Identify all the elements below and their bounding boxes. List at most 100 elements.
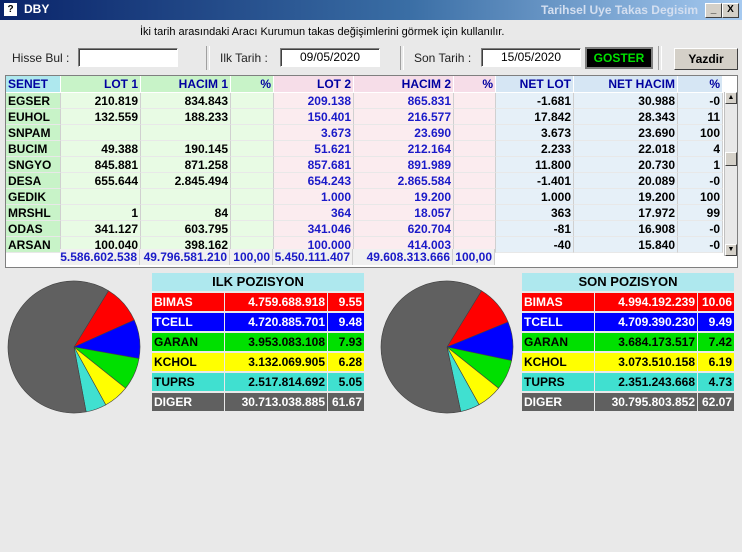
column-header[interactable]: NET LOT	[496, 76, 574, 92]
table-cell[interactable]	[231, 141, 274, 157]
table-cell[interactable]: 4	[678, 141, 723, 157]
column-header[interactable]: HACIM 1	[141, 76, 231, 92]
table-cell[interactable]: 100	[678, 125, 723, 141]
table-cell[interactable]	[231, 221, 274, 237]
vertical-scrollbar[interactable]: ▲ ▼	[724, 92, 737, 256]
table-row-symbol[interactable]: EUHOL	[6, 109, 61, 125]
column-header[interactable]: LOT 2	[274, 76, 354, 92]
table-cell[interactable]: -1.681	[496, 93, 574, 109]
column-header[interactable]: NET HACIM	[574, 76, 678, 92]
table-cell[interactable]: 341.127	[61, 221, 141, 237]
table-cell[interactable]: 655.644	[61, 173, 141, 189]
table-cell[interactable]: -0	[678, 93, 723, 109]
table-cell[interactable]: -1.401	[496, 173, 574, 189]
table-cell[interactable]: 20.089	[574, 173, 678, 189]
table-cell[interactable]: 19.200	[574, 189, 678, 205]
table-cell[interactable]: 190.145	[141, 141, 231, 157]
table-cell[interactable]: 620.704	[354, 221, 454, 237]
table-cell[interactable]: 23.690	[354, 125, 454, 141]
table-cell[interactable]: 363	[496, 205, 574, 221]
table-cell[interactable]	[61, 125, 141, 141]
table-cell[interactable]: 209.138	[274, 93, 354, 109]
table-cell[interactable]	[141, 125, 231, 141]
close-button[interactable]: X	[722, 3, 739, 18]
table-cell[interactable]: 11	[678, 109, 723, 125]
yazdir-button[interactable]: Yazdir	[674, 48, 738, 70]
table-row-symbol[interactable]: DESA	[6, 173, 61, 189]
column-header[interactable]: %	[678, 76, 723, 92]
table-cell[interactable]: 1	[678, 157, 723, 173]
table-cell[interactable]: 210.819	[61, 93, 141, 109]
table-cell[interactable]: 30.988	[574, 93, 678, 109]
table-cell[interactable]: -0	[678, 173, 723, 189]
scroll-thumb[interactable]	[725, 152, 737, 166]
table-cell[interactable]: 341.046	[274, 221, 354, 237]
table-row-symbol[interactable]: SNPAM	[6, 125, 61, 141]
table-row-symbol[interactable]: ODAS	[6, 221, 61, 237]
table-cell[interactable]: 603.795	[141, 221, 231, 237]
table-cell[interactable]: 3.673	[274, 125, 354, 141]
table-cell[interactable]: 1.000	[496, 189, 574, 205]
table-cell[interactable]: -40	[496, 237, 574, 253]
table-cell[interactable]: 99	[678, 205, 723, 221]
table-cell[interactable]: 17.972	[574, 205, 678, 221]
table-cell[interactable]: 51.621	[274, 141, 354, 157]
column-header[interactable]: LOT 1	[61, 76, 141, 92]
takas-table[interactable]: ▲ ▼ SENET LOT 1 HACIM 1% LOT 2 HACIM 2% NET L…	[5, 75, 738, 268]
table-cell[interactable]: -0	[678, 221, 723, 237]
table-row-symbol[interactable]: BUCIM	[6, 141, 61, 157]
table-cell[interactable]: 28.343	[574, 109, 678, 125]
table-cell[interactable]	[454, 93, 496, 109]
table-cell[interactable]: 3.673	[496, 125, 574, 141]
goster-button[interactable]: GOSTER	[585, 47, 653, 69]
table-cell[interactable]: 84	[141, 205, 231, 221]
table-cell[interactable]	[454, 189, 496, 205]
table-cell[interactable]: 865.831	[354, 93, 454, 109]
table-cell[interactable]: 11.800	[496, 157, 574, 173]
scroll-up-icon[interactable]: ▲	[725, 92, 737, 104]
table-cell[interactable]: 2.865.584	[354, 173, 454, 189]
ilk-tarih-field[interactable]: 09/05/2020	[280, 48, 380, 67]
table-cell[interactable]	[141, 189, 231, 205]
table-row-symbol[interactable]: SNGYO	[6, 157, 61, 173]
table-row-symbol[interactable]: EGSER	[6, 93, 61, 109]
table-cell[interactable]	[454, 205, 496, 221]
table-cell[interactable]: 18.057	[354, 205, 454, 221]
table-cell[interactable]: 871.258	[141, 157, 231, 173]
table-cell[interactable]: 2.845.494	[141, 173, 231, 189]
table-cell[interactable]: 845.881	[61, 157, 141, 173]
table-cell[interactable]: 216.577	[354, 109, 454, 125]
table-cell[interactable]	[231, 93, 274, 109]
table-cell[interactable]	[454, 157, 496, 173]
table-row-symbol[interactable]: ARSAN	[6, 237, 61, 253]
table-cell[interactable]: 2.233	[496, 141, 574, 157]
table-cell[interactable]	[454, 109, 496, 125]
column-header[interactable]: %	[454, 76, 496, 92]
table-cell[interactable]: 132.559	[61, 109, 141, 125]
table-cell[interactable]: 22.018	[574, 141, 678, 157]
table-cell[interactable]: 834.843	[141, 93, 231, 109]
table-cell[interactable]: 23.690	[574, 125, 678, 141]
table-cell[interactable]: -81	[496, 221, 574, 237]
minimize-button[interactable]: _	[705, 3, 722, 18]
table-cell[interactable]: 16.908	[574, 221, 678, 237]
table-cell[interactable]	[231, 189, 274, 205]
scroll-down-icon[interactable]: ▼	[725, 244, 737, 256]
table-cell[interactable]: 19.200	[354, 189, 454, 205]
table-cell[interactable]	[454, 221, 496, 237]
table-cell[interactable]: 1	[61, 205, 141, 221]
table-cell[interactable]: 364	[274, 205, 354, 221]
column-header[interactable]: %	[231, 76, 274, 92]
table-cell[interactable]	[231, 157, 274, 173]
table-cell[interactable]: 150.401	[274, 109, 354, 125]
table-cell[interactable]: 49.388	[61, 141, 141, 157]
hisse-search-input[interactable]	[78, 48, 178, 67]
table-cell[interactable]: 15.840	[574, 237, 678, 253]
table-cell[interactable]: 17.842	[496, 109, 574, 125]
table-cell[interactable]: 1.000	[274, 189, 354, 205]
table-cell[interactable]	[231, 109, 274, 125]
table-cell[interactable]	[231, 205, 274, 221]
table-cell[interactable]: 857.681	[274, 157, 354, 173]
table-cell[interactable]	[61, 189, 141, 205]
table-cell[interactable]	[454, 173, 496, 189]
